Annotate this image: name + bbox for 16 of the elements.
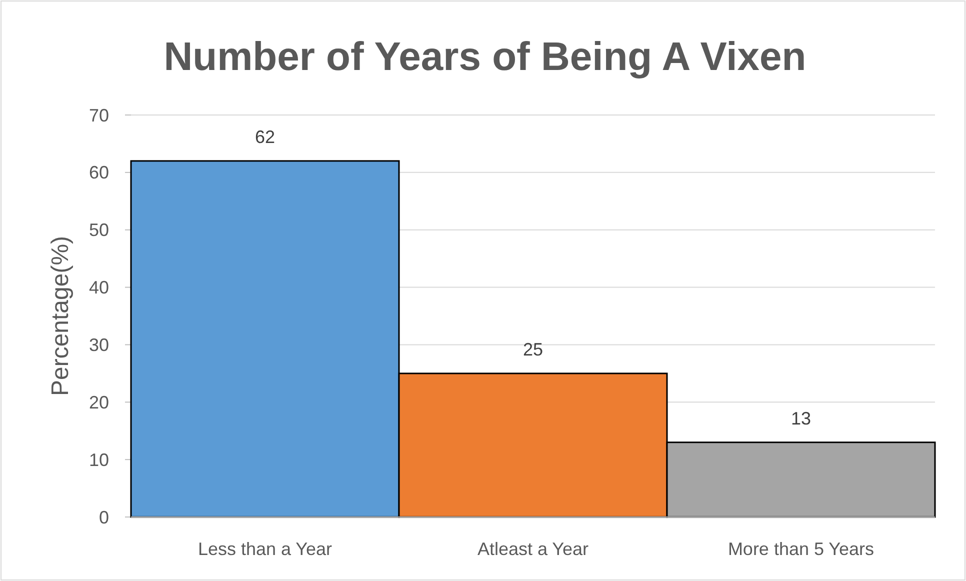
y-tick-label: 50 [88,220,109,240]
x-tick-label: Less than a Year [198,539,332,559]
x-tick-label: Atleast a Year [477,539,589,559]
y-tick-label: 40 [88,278,109,298]
y-tick-label: 70 [88,105,109,126]
y-tick-label: 60 [88,162,109,183]
chart-title: Number of Years of Being A Vixen [164,35,806,79]
data-label: 13 [790,408,812,428]
data-label: 62 [254,126,276,147]
y-axis-title: Percentage(%) [47,236,74,396]
y-tick-label: 0 [98,507,109,528]
x-tick-label: More than 5 Years [728,539,874,559]
y-tick-label: 20 [88,392,109,412]
data-label: 25 [522,339,544,360]
y-tick-label: 10 [88,450,109,470]
y-tick-label: 30 [88,335,109,356]
